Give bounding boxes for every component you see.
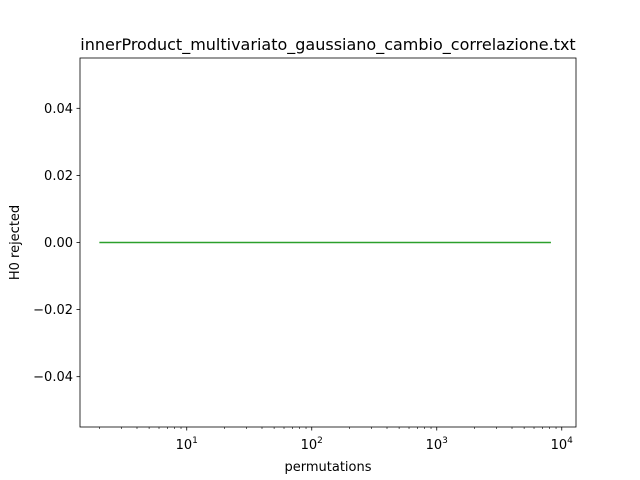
chart-title: innerProduct_multivariato_gaussiano_camb…: [80, 35, 575, 55]
x-tick-label: 101: [176, 436, 198, 453]
y-axis-label: H0 rejected: [8, 205, 23, 280]
y-tick-label: 0.04: [44, 102, 73, 117]
x-axis-label: permutations: [284, 460, 371, 475]
x-tick-label: 103: [426, 436, 448, 453]
y-tick-label: 0.00: [44, 236, 73, 251]
x-tick-label: 104: [551, 436, 574, 453]
x-tick-label: 102: [301, 436, 323, 453]
y-tick-label: 0.02: [44, 169, 73, 184]
y-tick-label: −0.04: [33, 370, 73, 385]
y-tick-label: −0.02: [33, 303, 73, 318]
